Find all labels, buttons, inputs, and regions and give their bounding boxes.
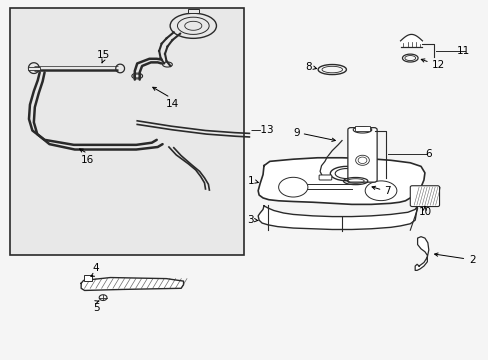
Text: 8: 8 bbox=[305, 62, 311, 72]
Text: 4: 4 bbox=[92, 263, 99, 273]
Polygon shape bbox=[81, 278, 183, 291]
FancyBboxPatch shape bbox=[188, 9, 199, 13]
Text: 12: 12 bbox=[431, 59, 445, 69]
Bar bbox=[10, 8, 244, 255]
Text: 2: 2 bbox=[468, 255, 474, 265]
Ellipse shape bbox=[278, 177, 307, 197]
FancyBboxPatch shape bbox=[409, 186, 439, 207]
Polygon shape bbox=[258, 206, 417, 229]
Text: 5: 5 bbox=[93, 303, 100, 312]
Text: 7: 7 bbox=[384, 186, 390, 196]
Polygon shape bbox=[414, 237, 428, 270]
Text: 1: 1 bbox=[247, 176, 254, 186]
FancyBboxPatch shape bbox=[354, 126, 369, 131]
Text: 11: 11 bbox=[456, 46, 469, 55]
Text: 16: 16 bbox=[81, 155, 94, 165]
Bar bbox=[28, 67, 40, 69]
Polygon shape bbox=[258, 158, 424, 204]
Text: —13: —13 bbox=[250, 125, 274, 135]
FancyBboxPatch shape bbox=[347, 128, 376, 182]
Text: 14: 14 bbox=[166, 99, 179, 109]
Text: 15: 15 bbox=[96, 50, 109, 59]
FancyBboxPatch shape bbox=[83, 275, 92, 281]
Text: 3: 3 bbox=[247, 215, 254, 225]
Text: 10: 10 bbox=[418, 207, 430, 217]
Text: 6: 6 bbox=[425, 149, 431, 159]
Ellipse shape bbox=[365, 181, 396, 201]
Text: 9: 9 bbox=[292, 128, 299, 138]
FancyBboxPatch shape bbox=[319, 175, 331, 180]
